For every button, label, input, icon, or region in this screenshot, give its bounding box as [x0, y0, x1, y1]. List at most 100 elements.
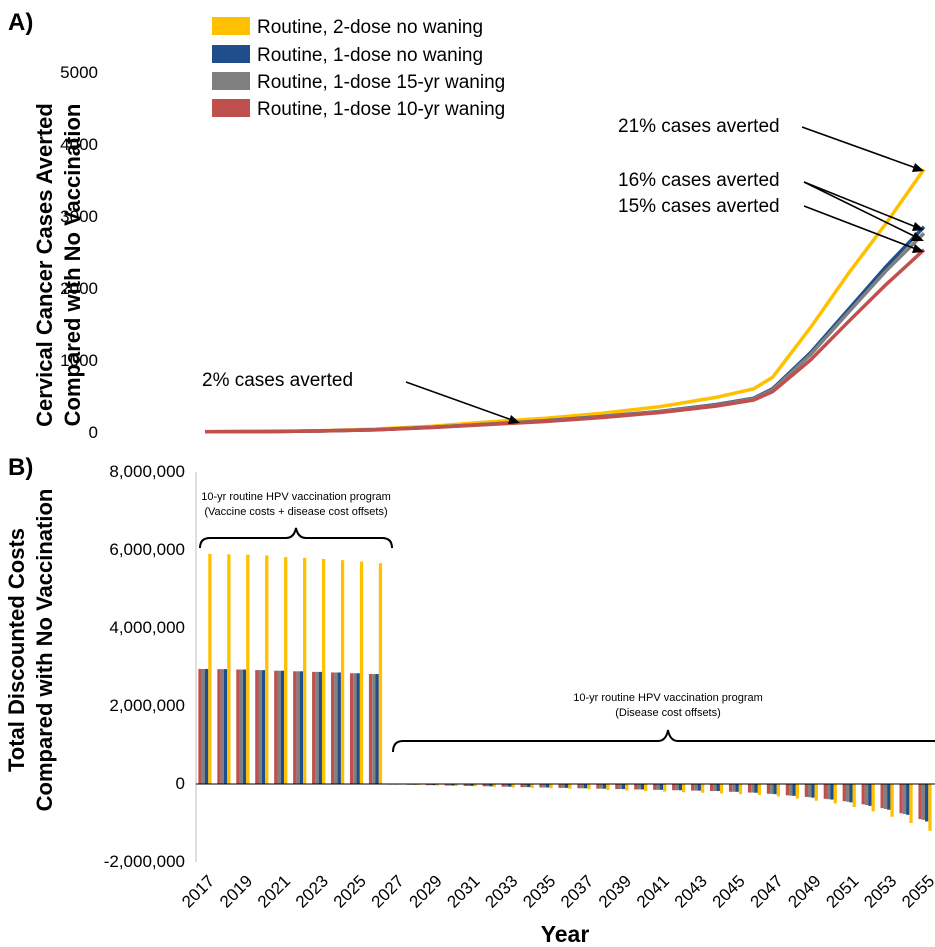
bar	[691, 784, 695, 791]
panel-b-ylabel-line1: Total Discounted Costs	[4, 528, 29, 772]
panel-b-xlabel: Year	[541, 921, 590, 947]
bar	[634, 784, 638, 790]
bar	[606, 784, 610, 790]
x-tick-label: 2021	[254, 871, 294, 911]
bar	[747, 784, 752, 793]
bar	[368, 674, 373, 784]
bracket-1	[199, 527, 393, 549]
series-line	[204, 232, 926, 434]
legend-label-1dose-nowane: Routine, 1-dose no waning	[257, 45, 483, 66]
series-line	[204, 248, 926, 434]
panel-a-label: A)	[8, 9, 33, 36]
x-tick-label: 2055	[898, 871, 935, 911]
x-tick-label: 2047	[747, 871, 787, 911]
legend-label-2dose: Routine, 2-dose no waning	[257, 17, 483, 38]
panel-a-ytick: 3000	[60, 207, 98, 226]
annotation-15pct: 15% cases averted	[618, 196, 780, 217]
bar	[340, 560, 345, 784]
panel-b-brackets: 10-yr routine HPV vaccination program (V…	[199, 491, 935, 753]
bar	[321, 558, 326, 784]
bar	[700, 784, 705, 793]
panel-b-ytick: 2,000,000	[109, 696, 185, 715]
bar	[284, 557, 288, 784]
bar	[372, 674, 376, 784]
bar	[672, 784, 676, 791]
annotation-arrow-16pct-a	[803, 181, 917, 228]
bar	[681, 784, 686, 793]
panel-b-yticks: 0 2,000,000 4,000,000 6,000,000 8,000,00…	[104, 462, 185, 871]
x-tick-label: 2053	[860, 871, 900, 911]
bar	[868, 784, 872, 806]
bar	[811, 784, 815, 798]
legend-swatch-1dose-10yr	[212, 99, 250, 117]
bar	[463, 784, 467, 786]
bar	[353, 673, 357, 784]
bar	[852, 784, 856, 808]
bar	[425, 784, 430, 786]
bar	[255, 670, 259, 784]
bar	[732, 784, 736, 792]
bar	[925, 784, 929, 822]
bar	[842, 784, 846, 802]
bar	[482, 784, 486, 787]
annotation-21pct: 21% cases averted	[618, 116, 780, 137]
annotation-arrowhead-16pct-b	[911, 232, 924, 241]
bar	[274, 670, 278, 784]
bar	[887, 784, 891, 810]
bar	[751, 784, 755, 793]
bar	[334, 672, 338, 784]
x-tick-label: 2027	[368, 871, 408, 911]
panel-a-ytick: 2000	[60, 279, 98, 298]
series-line	[204, 168, 926, 434]
bar	[261, 670, 266, 784]
bar	[678, 784, 682, 791]
panel-a-ytick: 5000	[60, 63, 98, 82]
bar	[918, 784, 922, 820]
bar	[883, 784, 888, 809]
panel-b-bars	[198, 553, 932, 831]
bar	[293, 671, 297, 784]
bar	[466, 784, 471, 786]
bar	[312, 671, 316, 785]
bar	[508, 784, 512, 787]
bracket-2	[392, 729, 935, 753]
bar	[277, 670, 281, 784]
legend-swatch-1dose-15yr	[212, 72, 250, 90]
bar	[349, 673, 354, 784]
bar	[625, 784, 629, 791]
annotation-arrowhead-16pct-a	[912, 222, 924, 231]
bar	[640, 784, 645, 790]
series-line	[204, 225, 926, 434]
bar	[776, 784, 781, 797]
bar	[587, 784, 591, 790]
bar	[694, 784, 698, 791]
bar	[568, 784, 572, 789]
bar	[485, 784, 490, 787]
bar	[220, 669, 224, 784]
bar	[735, 784, 739, 792]
bar	[565, 784, 569, 788]
bar	[928, 784, 932, 831]
bar	[520, 784, 524, 788]
bar	[236, 669, 240, 784]
bar	[709, 784, 714, 792]
bar	[880, 784, 884, 809]
bar	[659, 784, 664, 790]
bar	[789, 784, 793, 796]
bar	[201, 668, 205, 784]
legend-label-1dose-10yr: Routine, 1-dose 10-yr waning	[257, 99, 505, 120]
legend-label-1dose-15yr: Routine, 1-dose 15-yr waning	[257, 72, 505, 93]
bar	[871, 784, 875, 812]
panel-b-ytick: 4,000,000	[109, 618, 185, 637]
panel-a-ylabel-line2: Compared with No Vaccination	[60, 104, 85, 427]
bar	[470, 784, 474, 786]
panel-b-label: B)	[8, 454, 33, 481]
bar	[542, 784, 547, 788]
panel-a-ytick: 4000	[60, 135, 98, 154]
x-tick-label: 2029	[406, 871, 446, 911]
panel-b-ylabel-line2: Compared with No Vaccination	[32, 489, 57, 812]
bar	[599, 784, 603, 789]
x-tick-label: 2037	[557, 871, 597, 911]
bar	[899, 784, 903, 814]
